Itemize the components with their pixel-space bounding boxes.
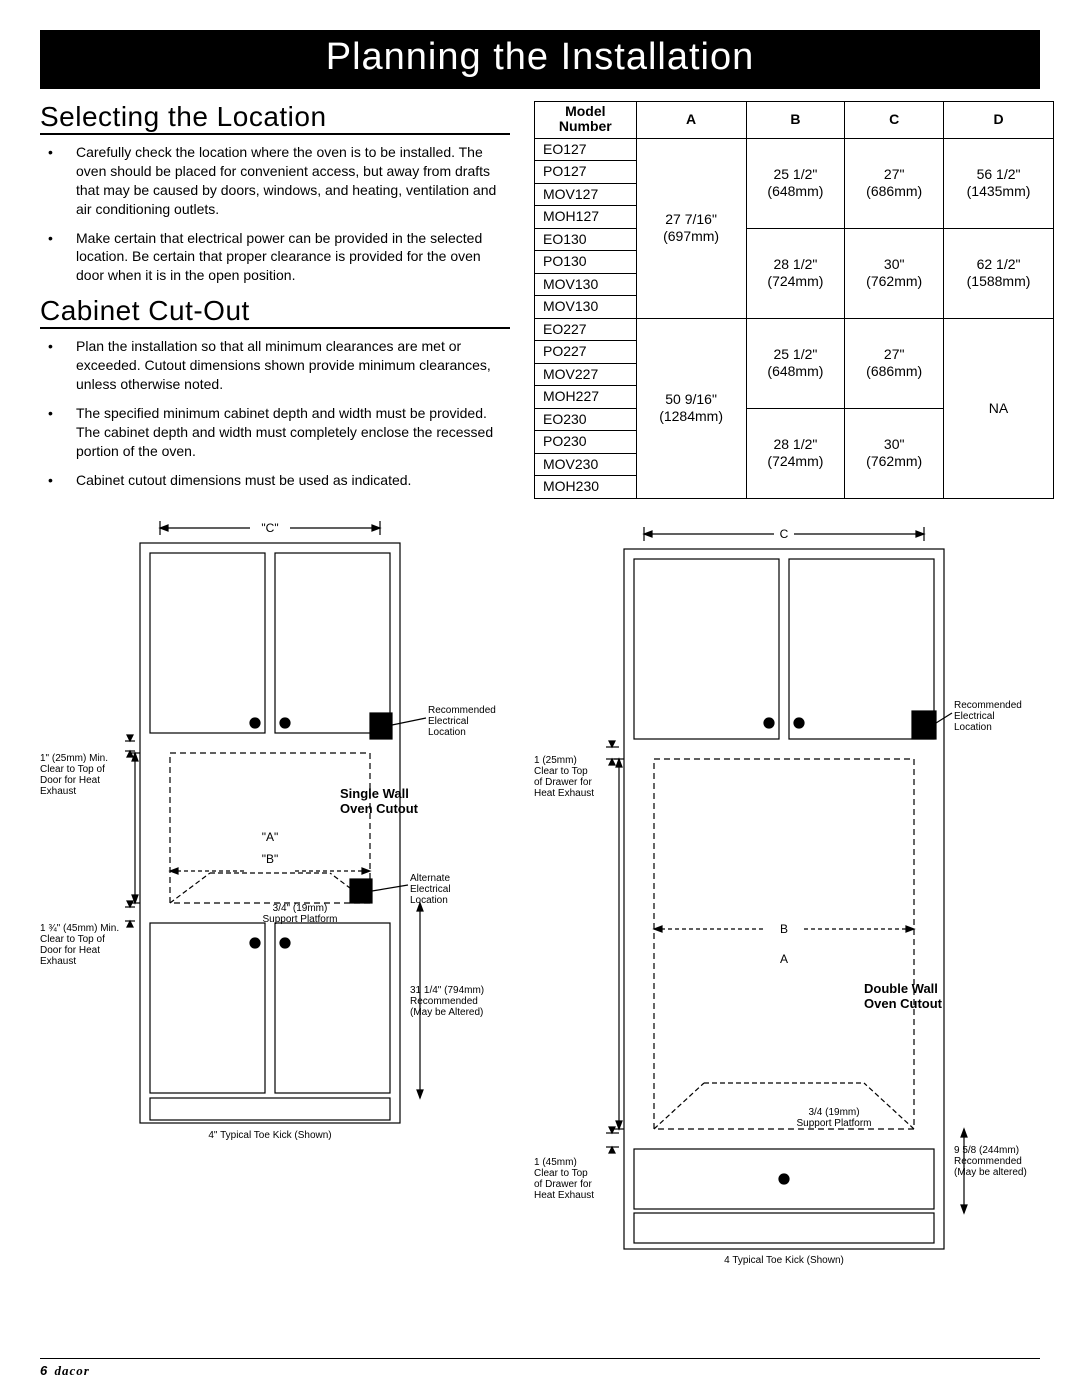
bullets-cutout: Plan the installation so that all minimu… bbox=[40, 337, 510, 489]
page-title: Planning the Installation bbox=[40, 30, 1040, 89]
cell-c: 27"(686mm) bbox=[845, 138, 944, 228]
diagram-title-single: Single WallOven Cutout bbox=[340, 786, 419, 816]
th-c: C bbox=[845, 102, 944, 139]
diagram-double: C RecommendedElectricalLocation B bbox=[534, 513, 1054, 1283]
cell-model: PO227 bbox=[535, 341, 637, 364]
cell-b: 25 1/2"(648mm) bbox=[746, 318, 845, 408]
cell-c: 30"(762mm) bbox=[845, 408, 944, 498]
cell-d d: 56 1/2"(1435mm) bbox=[944, 138, 1054, 228]
label-rec-height: 31 1/4" (794mm)Recommended(May be Altere… bbox=[410, 985, 484, 1018]
dim-b: "B" bbox=[262, 852, 279, 866]
th-d: D bbox=[944, 102, 1054, 139]
label-platform: 3/4" (19mm)Support Platform bbox=[262, 903, 337, 925]
cell-b: 28 1/2"(724mm) bbox=[746, 408, 845, 498]
heading-selecting: Selecting the Location bbox=[40, 101, 510, 135]
label-alt-elec: AlternateElectricalLocation bbox=[410, 873, 451, 906]
cell-model: PO127 bbox=[535, 161, 637, 184]
cell-model: PO130 bbox=[535, 251, 637, 274]
cell-model: MOH227 bbox=[535, 386, 637, 409]
label-clear-bot: 1 ¾" (45mm) Min.Clear to Top ofDoor for … bbox=[40, 923, 119, 967]
label-rec-elec: RecommendedElectricalLocation bbox=[428, 705, 496, 738]
label-rec-elec-d: RecommendedElectricalLocation bbox=[954, 700, 1022, 733]
th-b: B bbox=[746, 102, 845, 139]
dimension-table: ModelNumber A B C D EO127 27 7/16"(697mm… bbox=[534, 101, 1054, 499]
cell-c: 27"(686mm) bbox=[845, 318, 944, 408]
bullet: Cabinet cutout dimensions must be used a… bbox=[40, 471, 510, 490]
cell-d: NA bbox=[944, 318, 1054, 498]
page-number: 6 bbox=[40, 1363, 47, 1378]
cell-model: MOV230 bbox=[535, 453, 637, 476]
bullet: Carefully check the location where the o… bbox=[40, 143, 510, 219]
left-column: Selecting the Location Carefully check t… bbox=[40, 101, 510, 1283]
cell-a: 27 7/16"(697mm) bbox=[636, 138, 746, 318]
bullet: Plan the installation so that all minimu… bbox=[40, 337, 510, 394]
th-model: ModelNumber bbox=[535, 102, 637, 139]
cell-model: PO230 bbox=[535, 431, 637, 454]
cell-b: 28 1/2"(724mm) bbox=[746, 228, 845, 318]
brand-logo: dacor bbox=[54, 1363, 89, 1378]
cell-model: EO127 bbox=[535, 138, 637, 161]
label-rec-height-d: 9 5/8 (244mm)Recommended(May be altered) bbox=[954, 1145, 1027, 1178]
cell-model: MOV227 bbox=[535, 363, 637, 386]
dim-a-double: A bbox=[780, 952, 788, 966]
diagram-single: "C" RecommendedElectricalLocation Single… bbox=[40, 503, 510, 1163]
dim-a: "A" bbox=[262, 830, 279, 844]
cell-a: 50 9/16"(1284mm) bbox=[636, 318, 746, 498]
dim-b-double: B bbox=[780, 922, 788, 936]
bullet: The specified minimum cabinet depth and … bbox=[40, 404, 510, 461]
cell-model: MOV130 bbox=[535, 273, 637, 296]
cell-model: MOV127 bbox=[535, 183, 637, 206]
cell-b: 25 1/2"(648mm) bbox=[746, 138, 845, 228]
label-toekick: 4" Typical Toe Kick (Shown) bbox=[208, 1130, 331, 1141]
bullet: Make certain that electrical power can b… bbox=[40, 229, 510, 286]
diagram-title-double: Double WallOven Cutout bbox=[864, 981, 943, 1011]
dim-c: "C" bbox=[261, 521, 278, 535]
label-clear-top-d: 1 (25mm)Clear to Topof Drawer forHeat Ex… bbox=[534, 755, 594, 799]
cell-model: MOH127 bbox=[535, 206, 637, 229]
cell-model: MOH230 bbox=[535, 476, 637, 499]
cell-model: EO230 bbox=[535, 408, 637, 431]
label-clear-top: 1" (25mm) Min.Clear to Top ofDoor for He… bbox=[40, 753, 108, 797]
cell-model: MOV130 bbox=[535, 296, 637, 319]
label-clear-bot-d: 1 (45mm)Clear to Topof Drawer forHeat Ex… bbox=[534, 1157, 594, 1201]
bullets-selecting: Carefully check the location where the o… bbox=[40, 143, 510, 285]
th-a: A bbox=[636, 102, 746, 139]
dim-c-double: C bbox=[780, 527, 789, 541]
right-column: ModelNumber A B C D EO127 27 7/16"(697mm… bbox=[534, 101, 1054, 1283]
label-platform-d: 3/4 (19mm)Support Platform bbox=[796, 1107, 871, 1129]
label-toekick-d: 4 Typical Toe Kick (Shown) bbox=[724, 1255, 844, 1266]
cell-d: 62 1/2"(1588mm) bbox=[944, 228, 1054, 318]
cell-c: 30"(762mm) bbox=[845, 228, 944, 318]
heading-cutout: Cabinet Cut-Out bbox=[40, 295, 510, 329]
page-footer: 6 dacor bbox=[40, 1358, 1040, 1379]
cell-model: EO130 bbox=[535, 228, 637, 251]
cell-model: EO227 bbox=[535, 318, 637, 341]
